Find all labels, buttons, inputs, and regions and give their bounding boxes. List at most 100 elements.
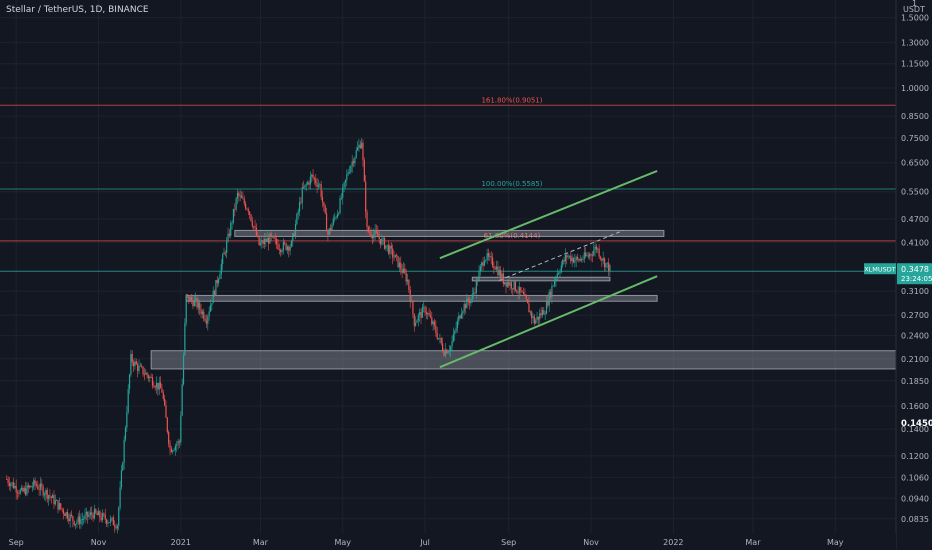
candle-body bbox=[203, 311, 205, 319]
fib-level-label: 161.80%(0.9051) bbox=[481, 96, 542, 104]
candle-body bbox=[265, 239, 267, 242]
candle-body bbox=[149, 376, 151, 379]
candle-body bbox=[381, 238, 383, 245]
candle-body bbox=[305, 184, 307, 186]
candle-body bbox=[513, 280, 515, 290]
candle-body bbox=[478, 271, 480, 282]
y-tick-label: 0.1600 bbox=[901, 402, 929, 411]
candle-body bbox=[452, 333, 454, 342]
candle-body bbox=[327, 231, 329, 235]
candle-body bbox=[370, 232, 372, 237]
candle-body bbox=[363, 160, 365, 182]
candle-body bbox=[517, 292, 519, 294]
candle-body bbox=[419, 312, 421, 316]
candle-body bbox=[37, 485, 39, 489]
candle-body bbox=[106, 519, 108, 524]
candle-body bbox=[410, 300, 413, 303]
candle-body bbox=[139, 365, 141, 367]
candle-body bbox=[199, 302, 201, 310]
candle-body bbox=[351, 161, 353, 167]
candle-body bbox=[563, 259, 565, 262]
candle-body bbox=[545, 300, 548, 314]
symbol-tag-text: XLMUSDT bbox=[864, 266, 896, 274]
candle-body bbox=[432, 321, 434, 325]
candle-body bbox=[540, 313, 542, 316]
candle-body bbox=[262, 240, 264, 244]
candle-body bbox=[289, 246, 291, 251]
candle-body bbox=[11, 482, 13, 484]
trend-drawings bbox=[439, 169, 658, 369]
candle-body bbox=[284, 242, 286, 244]
candle-body bbox=[471, 294, 473, 299]
candle-body bbox=[320, 184, 322, 198]
candle-body bbox=[382, 238, 384, 239]
candle-body bbox=[153, 385, 155, 388]
candle-body bbox=[427, 313, 429, 315]
candle-body bbox=[424, 306, 426, 313]
candle-body bbox=[126, 412, 128, 428]
candle-body bbox=[303, 187, 305, 189]
candle-body bbox=[359, 144, 361, 149]
candle-body bbox=[14, 485, 16, 489]
candle-body bbox=[135, 361, 137, 365]
candle-body bbox=[273, 236, 275, 239]
candle-body bbox=[558, 273, 560, 275]
candle-body bbox=[574, 260, 576, 263]
candle-body bbox=[498, 270, 500, 276]
candle-body bbox=[394, 254, 396, 258]
candle-body bbox=[543, 310, 545, 315]
candle-body bbox=[591, 255, 593, 256]
candle-body bbox=[16, 492, 19, 494]
candle-body bbox=[537, 316, 540, 320]
x-tick-label: Mar bbox=[745, 538, 761, 547]
candle-body bbox=[518, 287, 521, 293]
candle-body bbox=[512, 288, 514, 290]
candle-body bbox=[128, 374, 131, 390]
candle-body bbox=[559, 271, 561, 274]
time-axis[interactable] bbox=[0, 534, 896, 550]
candle-body bbox=[474, 292, 476, 294]
candle-body bbox=[339, 198, 341, 214]
candle-body bbox=[236, 192, 239, 199]
candle-body bbox=[285, 243, 287, 250]
candle-body bbox=[12, 482, 15, 489]
candle-body bbox=[298, 202, 301, 212]
candle-body bbox=[296, 213, 298, 225]
candle-body bbox=[76, 521, 78, 525]
candle-body bbox=[223, 252, 225, 255]
candle-body bbox=[178, 441, 181, 443]
candle-body bbox=[504, 282, 506, 284]
candle-body bbox=[220, 263, 222, 275]
y-tick-label: 0.2100 bbox=[901, 355, 929, 364]
candle-body bbox=[412, 300, 414, 314]
candle-body bbox=[182, 354, 185, 385]
candle-body bbox=[244, 203, 247, 209]
candle-body bbox=[442, 343, 444, 351]
candle-body bbox=[579, 259, 581, 261]
sr-zone bbox=[234, 229, 665, 237]
candle-body bbox=[127, 389, 129, 413]
candle-body bbox=[377, 232, 379, 238]
y-tick-label: 0.7500 bbox=[901, 134, 929, 143]
candle-body bbox=[240, 195, 243, 198]
candle-body bbox=[433, 321, 436, 326]
candle-body bbox=[280, 249, 282, 253]
candle-body bbox=[50, 496, 52, 498]
candle-body bbox=[495, 266, 498, 270]
candle-body bbox=[72, 516, 74, 521]
candle-body bbox=[120, 470, 123, 488]
candle-body bbox=[562, 259, 564, 266]
candle-body bbox=[212, 290, 214, 304]
candle-body bbox=[367, 227, 369, 232]
candle-body bbox=[482, 262, 484, 266]
candle-body bbox=[319, 184, 321, 186]
candle-body bbox=[42, 486, 44, 496]
candle-body bbox=[375, 229, 378, 233]
candle-body bbox=[180, 415, 182, 443]
candle-body bbox=[483, 260, 486, 266]
candle-body bbox=[271, 236, 274, 238]
candle-body bbox=[293, 233, 295, 237]
candle-body bbox=[571, 257, 573, 262]
candle-body bbox=[49, 495, 51, 497]
